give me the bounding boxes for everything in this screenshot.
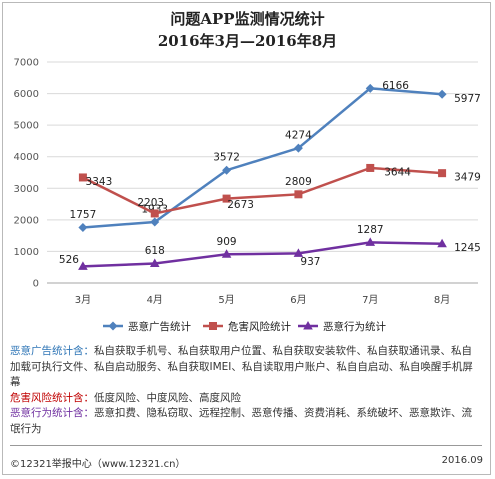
data-label: 5977 bbox=[454, 93, 481, 105]
chart-subtitle: 2016年3月—2016年8月 bbox=[157, 32, 338, 50]
data-point bbox=[365, 83, 375, 93]
data-point bbox=[365, 237, 376, 246]
data-label: 1287 bbox=[357, 224, 384, 236]
note-ads-label: 恶意广告统计含： bbox=[10, 345, 94, 357]
legend-marker bbox=[108, 321, 118, 331]
note-risk-label: 危害风险统计含： bbox=[10, 391, 94, 404]
x-tick-label: 7月 bbox=[362, 294, 378, 306]
data-label: 3572 bbox=[213, 152, 240, 164]
footer-date: 2016.09 bbox=[441, 455, 483, 466]
data-label: 1757 bbox=[70, 209, 97, 221]
y-tick-label: 3000 bbox=[14, 184, 39, 195]
data-label: 526 bbox=[59, 254, 79, 266]
x-tick-label: 8月 bbox=[434, 294, 450, 306]
series-line bbox=[82, 166, 443, 215]
y-tick-label: 1000 bbox=[14, 247, 39, 258]
note-behavior-text: 恶意扣费、隐私窃取、远程控制、恶意传播、资费消耗、系统破坏、恶意欺诈、流氓行为 bbox=[10, 407, 472, 435]
chart-title: 问题APP监测情况统计 bbox=[170, 10, 325, 28]
data-point bbox=[438, 169, 447, 178]
data-label: 3644 bbox=[384, 166, 411, 178]
footer-divider bbox=[10, 445, 482, 446]
chart-frame bbox=[2, 2, 491, 475]
data-label: 2673 bbox=[227, 199, 254, 211]
footer-source: ©12321举报中心（www.12321.cn） bbox=[10, 459, 186, 470]
data-point bbox=[366, 163, 375, 172]
note-behavior-label: 恶意行为统计含： bbox=[10, 407, 94, 419]
legend-marker bbox=[209, 322, 217, 330]
data-point bbox=[222, 194, 231, 203]
data-label: 1245 bbox=[454, 242, 481, 254]
series-line bbox=[82, 241, 443, 268]
data-label: 4274 bbox=[285, 130, 312, 142]
legend-label: 危害风险统计 bbox=[228, 320, 291, 333]
y-tick-label: 6000 bbox=[14, 89, 39, 100]
x-tick-label: 3月 bbox=[75, 294, 91, 306]
data-point bbox=[78, 223, 88, 233]
data-label: 6166 bbox=[382, 80, 409, 92]
legend-label: 恶意广告统计 bbox=[128, 320, 191, 333]
data-point bbox=[294, 190, 303, 199]
data-label: 909 bbox=[217, 236, 237, 248]
data-point bbox=[222, 165, 232, 175]
data-label: 2203 bbox=[137, 197, 164, 209]
line-chart: 0 1000 2000 3000 4000 5000 6000 7000 3月 4月 5月 6月 7月 8… bbox=[14, 58, 481, 334]
y-tick-label: 2000 bbox=[14, 215, 39, 226]
note-risk: 危害风险统计含：低度风险、中度风险、高度风险 bbox=[10, 391, 482, 407]
x-tick-label: 6月 bbox=[290, 294, 306, 306]
data-label: 2809 bbox=[285, 176, 312, 188]
y-tick-label: 5000 bbox=[14, 121, 39, 132]
data-label: 937 bbox=[300, 256, 320, 268]
y-tick-label: 7000 bbox=[14, 58, 39, 69]
data-point bbox=[437, 89, 447, 99]
y-tick-label: 0 bbox=[33, 279, 39, 290]
data-point bbox=[150, 209, 159, 218]
data-point bbox=[149, 258, 160, 267]
series-line bbox=[82, 87, 443, 229]
legend-label: 恶意行为统计 bbox=[323, 320, 386, 333]
data-label: 618 bbox=[145, 245, 165, 257]
data-point bbox=[293, 248, 304, 257]
x-tick-label: 4月 bbox=[147, 294, 163, 306]
data-point bbox=[293, 143, 303, 153]
data-point bbox=[78, 173, 87, 182]
note-ads-text: 私自获取手机号、私自获取用户位置、私自获取安装软件、私自获取通讯录、私自加载可执… bbox=[10, 345, 473, 388]
note-behavior: 恶意行为统计含：恶意扣费、隐私窃取、远程控制、恶意传播、资费消耗、系统破坏、恶意… bbox=[10, 406, 482, 437]
y-tick-label: 4000 bbox=[14, 152, 39, 163]
data-label: 3343 bbox=[86, 176, 113, 188]
data-label: 3479 bbox=[454, 172, 481, 184]
data-point bbox=[221, 249, 232, 258]
data-point bbox=[150, 217, 160, 227]
chart-notes: 恶意广告统计含：私自获取手机号、私自获取用户位置、私自获取安装软件、私自获取通讯… bbox=[10, 344, 482, 437]
legend-marker bbox=[303, 321, 313, 330]
data-point bbox=[437, 238, 447, 248]
note-risk-text: 低度风险、中度风险、高度风险 bbox=[94, 391, 241, 404]
data-point bbox=[78, 261, 88, 270]
note-ads: 恶意广告统计含：私自获取手机号、私自获取用户位置、私自获取安装软件、私自获取通讯… bbox=[10, 344, 482, 391]
x-tick-label: 5月 bbox=[218, 294, 234, 306]
